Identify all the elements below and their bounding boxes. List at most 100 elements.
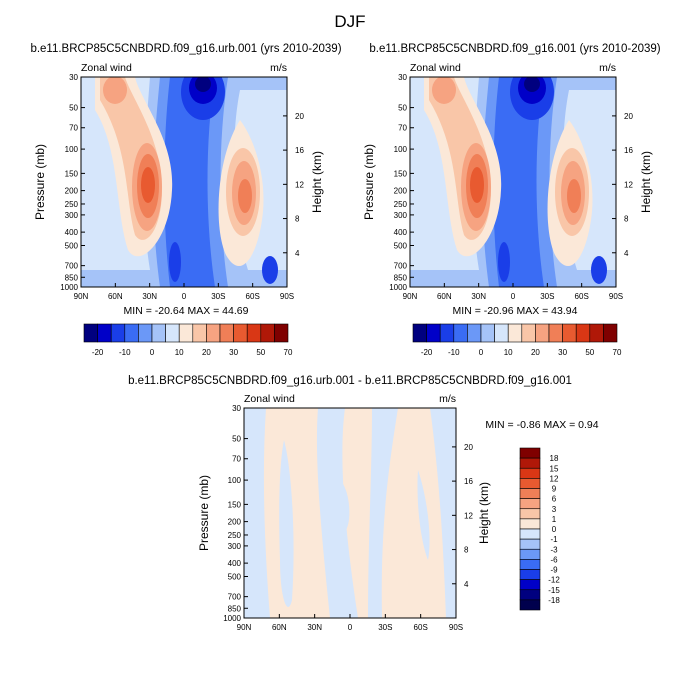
colorbar-label: 20 bbox=[202, 348, 211, 357]
colorbar-label: 9 bbox=[552, 485, 557, 494]
panel-1: b.e11.BRCP85C5CNBDRD.f09_g16.urb.001 (yr… bbox=[30, 43, 341, 357]
colorbar-label: -3 bbox=[550, 545, 558, 554]
colorbar-label: 0 bbox=[552, 525, 557, 534]
colorbar-label: 15 bbox=[550, 464, 559, 473]
colorbar-box bbox=[453, 323, 468, 343]
panel-1-field bbox=[81, 77, 287, 287]
panel-2-y2label: Height (km) bbox=[639, 151, 653, 213]
panel-2-title: b.e11.BRCP85C5CNBDRD.f09_g16.001 (yrs 20… bbox=[369, 43, 660, 55]
y-tick-label: 850 bbox=[394, 273, 408, 282]
panel-1-right-label: m/s bbox=[270, 62, 287, 74]
y-tick-label: 70 bbox=[69, 124, 78, 133]
colorbar-box bbox=[535, 323, 550, 343]
x-tick-label: 0 bbox=[511, 292, 516, 301]
colorbar-label: -1 bbox=[550, 535, 558, 544]
colorbar-label: 10 bbox=[175, 348, 184, 357]
panel-1-x-ticks: 90N 60N 30N 0 30S 60S 90S bbox=[74, 283, 294, 301]
colorbar-box bbox=[519, 579, 541, 591]
panel-3-right-label: m/s bbox=[439, 393, 456, 405]
colorbar-box bbox=[165, 323, 180, 343]
colorbar-label: 50 bbox=[585, 348, 594, 357]
colorbar-label: -20 bbox=[421, 348, 433, 357]
panel-2-x-ticks: 90N 60N 30N 0 30S 60S 90S bbox=[403, 283, 623, 301]
y-tick-label: 50 bbox=[232, 435, 241, 444]
panel-1-y2-ticks: 20 16 12 8 4 bbox=[283, 112, 304, 258]
colorbar-box bbox=[83, 323, 98, 343]
y-tick-label: 400 bbox=[228, 559, 242, 568]
y2-tick-label: 12 bbox=[295, 180, 304, 189]
panel-1-colorbar: -20 -10 0 10 20 30 50 70 bbox=[83, 323, 293, 357]
x-tick-label: 90S bbox=[280, 292, 294, 301]
y-tick-label: 300 bbox=[228, 542, 242, 551]
colorbar-label: 12 bbox=[550, 474, 559, 483]
colorbar-box bbox=[507, 323, 523, 343]
x-tick-label: 60N bbox=[437, 292, 452, 301]
colorbar-box bbox=[519, 447, 541, 459]
y-tick-label: 400 bbox=[394, 228, 408, 237]
colorbar-box bbox=[521, 323, 536, 343]
y-tick-label: 150 bbox=[394, 169, 408, 178]
y-tick-label: 400 bbox=[65, 228, 79, 237]
panel-2-field bbox=[410, 77, 616, 287]
y-tick-label: 250 bbox=[228, 531, 242, 540]
colorbar-label: -9 bbox=[550, 566, 558, 575]
colorbar-box bbox=[519, 457, 541, 469]
colorbar-label: -10 bbox=[119, 348, 131, 357]
colorbar-box bbox=[519, 548, 541, 560]
y-tick-label: 100 bbox=[65, 145, 79, 154]
y-tick-label: 50 bbox=[69, 104, 78, 113]
colorbar-label: 0 bbox=[150, 348, 155, 357]
colorbar-label: 1 bbox=[552, 515, 557, 524]
y-tick-label: 250 bbox=[394, 200, 408, 209]
colorbar-box bbox=[274, 323, 289, 343]
colorbar-box bbox=[575, 323, 591, 343]
colorbar-box bbox=[97, 323, 112, 343]
panel-1-title: b.e11.BRCP85C5CNBDRD.f09_g16.urb.001 (yr… bbox=[30, 43, 341, 55]
colorbar-label: -18 bbox=[548, 596, 560, 605]
colorbar-box bbox=[519, 488, 541, 499]
x-tick-label: 90S bbox=[449, 623, 463, 632]
panel-3-left-label: Zonal wind bbox=[244, 393, 295, 405]
x-tick-label: 60N bbox=[108, 292, 123, 301]
y-tick-label: 200 bbox=[65, 187, 79, 196]
colorbar-box bbox=[562, 323, 577, 343]
y-tick-label: 1000 bbox=[60, 283, 78, 292]
colorbar-label: -20 bbox=[92, 348, 104, 357]
x-tick-label: 30N bbox=[307, 623, 322, 632]
panel-3-field bbox=[244, 408, 456, 618]
colorbar-box bbox=[467, 323, 482, 343]
panel-3-title: b.e11.BRCP85C5CNBDRD.f09_g16.urb.001 - b… bbox=[128, 375, 572, 387]
y-tick-label: 200 bbox=[394, 187, 408, 196]
y2-tick-label: 16 bbox=[624, 146, 633, 155]
colorbar-box bbox=[519, 569, 541, 580]
y-tick-label: 500 bbox=[228, 572, 242, 581]
colorbar-box bbox=[412, 323, 427, 343]
y2-tick-label: 12 bbox=[464, 511, 473, 520]
colorbar-box bbox=[519, 599, 541, 611]
colorbar-box bbox=[192, 323, 207, 343]
colorbar-box bbox=[603, 323, 618, 343]
y-tick-label: 250 bbox=[65, 200, 79, 209]
colorbar-label: -6 bbox=[550, 555, 558, 564]
colorbar-box bbox=[124, 323, 139, 343]
colorbar-label: 0 bbox=[479, 348, 484, 357]
y-tick-label: 100 bbox=[228, 476, 242, 485]
x-tick-label: 30S bbox=[540, 292, 554, 301]
y-tick-label: 100 bbox=[394, 145, 408, 154]
y-tick-label: 150 bbox=[65, 169, 79, 178]
x-tick-label: 60S bbox=[246, 292, 260, 301]
colorbar-box bbox=[426, 323, 441, 343]
y-tick-label: 70 bbox=[398, 124, 407, 133]
colorbar-box bbox=[519, 478, 541, 489]
y-tick-label: 700 bbox=[394, 262, 408, 271]
colorbar-label: 3 bbox=[552, 505, 557, 514]
colorbar-label: -15 bbox=[548, 586, 560, 595]
colorbar-box bbox=[519, 528, 541, 540]
colorbar-box bbox=[519, 467, 541, 479]
x-tick-label: 0 bbox=[182, 292, 187, 301]
colorbar-box bbox=[589, 323, 604, 343]
panel-1-y2label: Height (km) bbox=[310, 151, 324, 213]
x-tick-label: 60S bbox=[575, 292, 589, 301]
